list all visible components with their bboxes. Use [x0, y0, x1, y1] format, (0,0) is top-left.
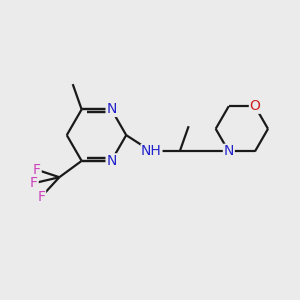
Text: F: F [33, 163, 41, 177]
Text: N: N [106, 102, 116, 116]
Text: F: F [30, 176, 38, 190]
Text: F: F [38, 190, 46, 203]
Text: O: O [250, 99, 260, 113]
Text: N: N [224, 145, 234, 158]
Text: N: N [106, 154, 116, 168]
Text: N: N [224, 145, 234, 158]
Text: NH: NH [141, 145, 162, 158]
